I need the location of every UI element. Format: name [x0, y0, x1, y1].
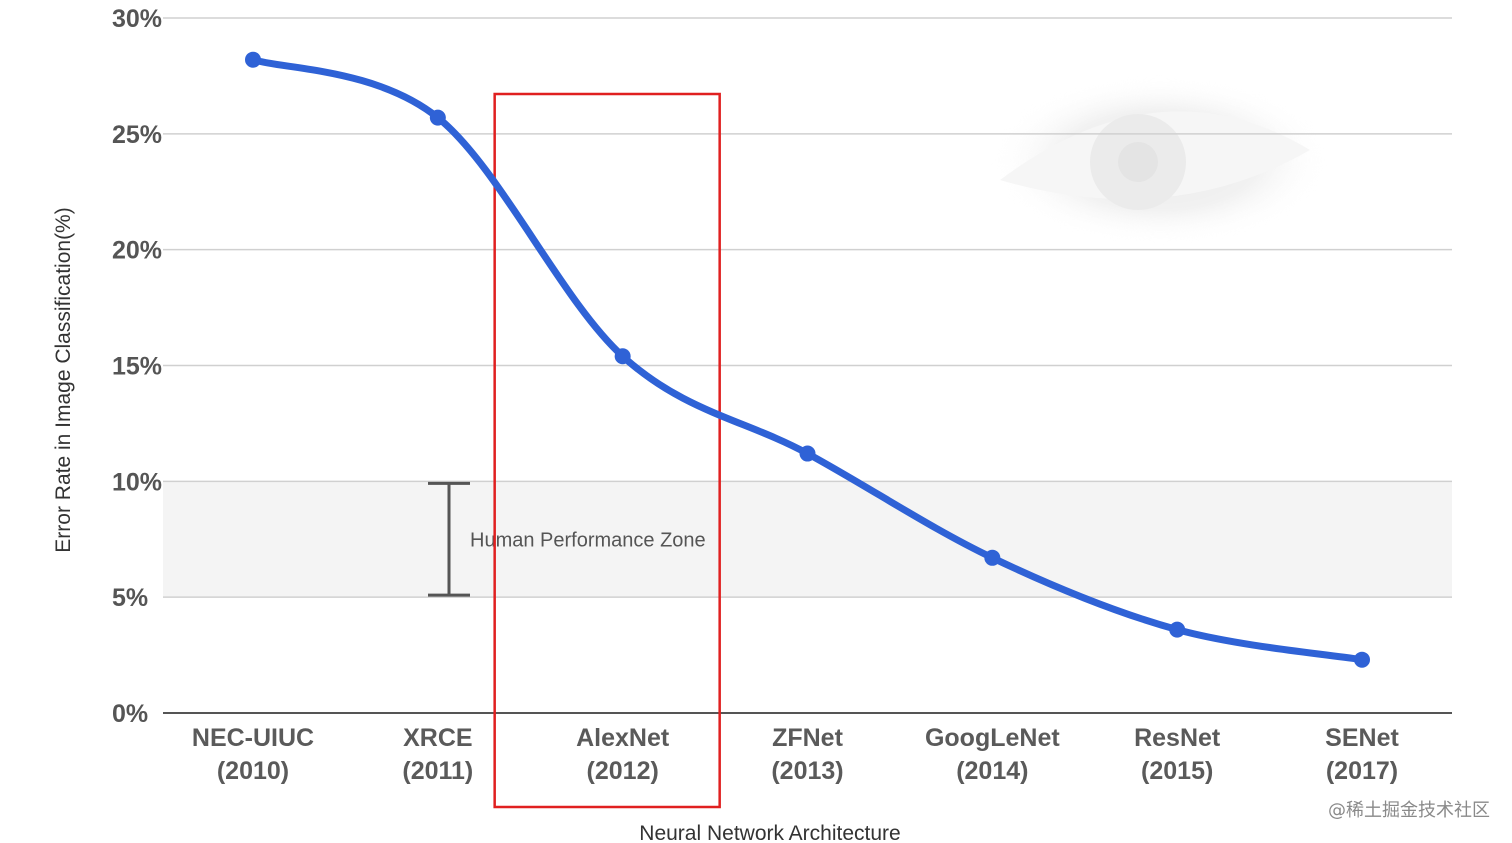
x-category-label: GoogLeNet — [925, 724, 1060, 752]
y-axis-title: Error Rate in Image Classification(%) — [52, 207, 75, 552]
data-points — [245, 51, 1370, 668]
x-category-label: SENet — [1325, 724, 1399, 752]
x-category-label: (2015) — [1141, 757, 1213, 785]
eye-background-icon — [990, 75, 1330, 245]
y-tick-label: 25% — [112, 121, 162, 149]
x-category-label: (2017) — [1326, 757, 1398, 785]
y-tick-label: 15% — [112, 353, 162, 381]
y-tick-label: 10% — [112, 468, 162, 496]
x-category-label: NEC-UIUC — [192, 724, 314, 752]
x-axis-title: Neural Network Architecture — [639, 822, 900, 843]
x-category-label: (2010) — [217, 757, 289, 785]
grid-lines — [163, 17, 1452, 714]
human-performance-range-indicator — [428, 481, 470, 597]
y-tick-label: 20% — [112, 237, 162, 265]
y-tick-label: 5% — [112, 584, 148, 612]
data-point-4 — [984, 549, 1001, 566]
alexnet-highlight-box — [493, 92, 721, 809]
x-category-label: (2013) — [771, 757, 843, 785]
data-point-1 — [429, 109, 446, 126]
x-category-label: AlexNet — [576, 724, 670, 752]
human-performance-zone-label: Human Performance Zone — [470, 529, 706, 551]
x-category-label: ResNet — [1134, 724, 1221, 752]
x-category-label: (2014) — [956, 757, 1028, 785]
y-tick-label: 0% — [112, 700, 148, 728]
watermark-text: @稀土掘金技术社区 — [1328, 800, 1490, 821]
x-category-label: (2012) — [587, 757, 659, 785]
y-tick-label: 30% — [112, 5, 162, 33]
x-category-label: XRCE — [403, 724, 472, 752]
y-axis-tick-labels: 0% 5% 10% 15% 20% 25% 30% — [112, 5, 162, 728]
data-point-3 — [799, 445, 816, 462]
x-category-label: (2011) — [402, 757, 473, 785]
human-performance-zone-band — [163, 481, 1452, 598]
data-point-5 — [1169, 621, 1186, 638]
x-category-label: ZFNet — [772, 724, 844, 752]
x-axis-category-labels: NEC-UIUC (2010) XRCE (2011) AlexNet (2012) ZFN… — [192, 724, 1400, 785]
data-point-2 — [614, 348, 631, 365]
data-point-6 — [1354, 651, 1370, 668]
data-point-0 — [245, 51, 261, 68]
